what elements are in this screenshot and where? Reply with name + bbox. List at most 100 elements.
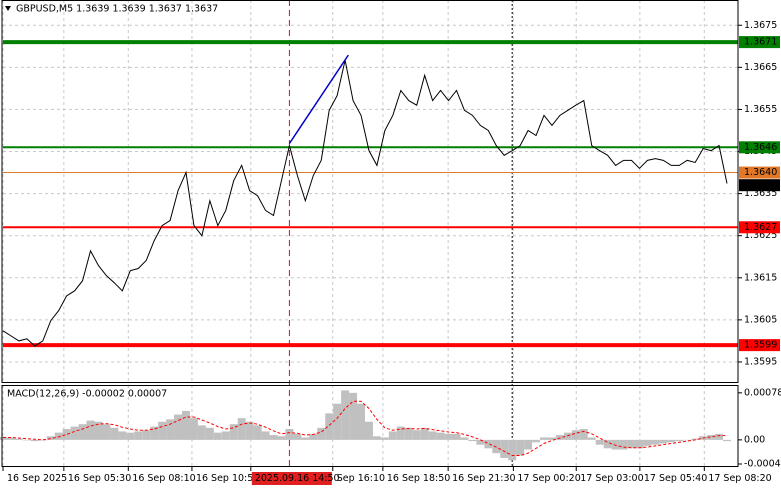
- macd-bar: [205, 427, 214, 440]
- macd-bar: [619, 439, 628, 450]
- y-tick-label: 1.3615: [744, 272, 777, 283]
- macd-bar: [285, 429, 294, 440]
- macd-bar: [46, 436, 55, 440]
- macd-bar: [62, 429, 71, 440]
- macd-bar: [468, 439, 477, 442]
- title-arrow: [5, 6, 11, 11]
- macd-bar: [261, 431, 270, 440]
- macd-bar: [118, 431, 127, 440]
- macd-bar: [365, 421, 373, 440]
- macd-bar: [317, 427, 326, 440]
- macd-bar: [30, 439, 39, 442]
- macd-bar: [86, 420, 95, 440]
- y-tick-label: 1.3635: [744, 188, 777, 199]
- macd-bar: [532, 439, 541, 443]
- macd-bar: [492, 439, 501, 454]
- panel-border: [1, 0, 739, 383]
- macd-bar: [245, 421, 254, 440]
- macd-bar: [460, 437, 469, 440]
- macd-bar: [110, 427, 119, 440]
- macd-bar: [277, 436, 286, 440]
- y-tick-label: 1.3625: [744, 230, 777, 241]
- x-tick-label: Sep 16:10: [337, 473, 385, 484]
- current-price-box: [739, 179, 780, 192]
- chart-title: GBPUSD,M5 1.3639 1.3639 1.3637 1.3637: [16, 4, 218, 15]
- macd-bar: [229, 424, 238, 440]
- x-tick-label: 16 Sep 08:10: [132, 473, 195, 484]
- macd-bar: [675, 439, 684, 442]
- macd-bar: [667, 439, 676, 443]
- price-line: [2, 60, 728, 347]
- macd-bar: [555, 435, 564, 440]
- macd-bar: [595, 439, 604, 445]
- macd-bar: [428, 431, 437, 440]
- x-tick-label: 16 Sep 05:30: [68, 473, 131, 484]
- macd-bar: [372, 436, 381, 440]
- x-tick-label: 16 Sep 10:50: [196, 473, 259, 484]
- level-box: [739, 166, 780, 179]
- macd-bar: [420, 427, 429, 440]
- macd-bar: [547, 437, 556, 440]
- macd-bar: [396, 426, 405, 440]
- macd-bar: [94, 421, 103, 440]
- macd-bar: [333, 403, 342, 440]
- macd-bar: [715, 433, 724, 440]
- macd-bar: [404, 427, 413, 440]
- macd-bar: [221, 431, 230, 440]
- y-tick-label: 1.3665: [744, 62, 777, 73]
- macd-bar: [707, 435, 716, 440]
- macd-bar: [253, 425, 262, 440]
- x-tick-highlight: [251, 472, 332, 485]
- macd-bar: [683, 439, 692, 441]
- macd-bar: [0, 436, 7, 440]
- y-tick-label: 1.3605: [744, 314, 777, 325]
- macd-bar: [388, 431, 397, 440]
- macd-bar: [269, 435, 278, 440]
- macd-bar: [611, 439, 620, 450]
- macd-bar: [102, 424, 111, 440]
- macd-bar: [540, 437, 548, 440]
- macd-bar: [38, 439, 47, 441]
- x-tick-label: 16 Sep 2025: [7, 473, 67, 484]
- signal-line: [3, 400, 727, 457]
- macd-bar: [150, 426, 159, 440]
- macd-bar: [571, 430, 580, 440]
- y-tick-label: 1.3675: [744, 20, 777, 31]
- macd-bar: [126, 432, 135, 440]
- level-box: [739, 141, 780, 154]
- macd-bar: [627, 439, 636, 449]
- level-box: [739, 221, 780, 234]
- macd-bar: [635, 439, 644, 449]
- x-tick-label: 16 Sep 21:30: [452, 473, 515, 484]
- macd-bar: [516, 439, 525, 456]
- macd-bar: [349, 392, 358, 440]
- macd-bar: [301, 437, 310, 440]
- macd-bar: [484, 439, 493, 449]
- indicator-title: MACD(12,26,9) -0.00002 0.00007: [7, 389, 167, 400]
- macd-bar: [237, 418, 246, 440]
- macd-bar: [134, 431, 143, 440]
- macd-bar: [476, 439, 485, 445]
- macd-bar: [524, 439, 533, 450]
- macd-bar: [182, 410, 190, 440]
- level-label: 1.3599: [744, 340, 777, 351]
- macd-bar: [452, 433, 461, 440]
- x-tick-label: 17 Sep 05:40: [644, 473, 707, 484]
- y-tick-label: 0.00: [744, 434, 765, 445]
- macd-bar: [6, 437, 15, 440]
- x-tick-label: 17 Sep 03:00: [580, 473, 643, 484]
- macd-bar: [587, 437, 596, 440]
- macd-bar: [500, 439, 509, 458]
- level-label: 1.3627: [744, 222, 777, 233]
- level-box: [739, 339, 780, 352]
- level-box: [739, 36, 780, 49]
- macd-bar: [651, 439, 660, 445]
- level-label: 1.3640: [744, 167, 777, 178]
- y-tick-label: 1.3595: [744, 356, 777, 367]
- current-price-label: 1.3637: [744, 180, 777, 191]
- macd-bar: [142, 430, 151, 440]
- macd-bar: [197, 425, 206, 440]
- x-tick-label: 16 Sep 18:50: [387, 473, 450, 484]
- macd-bar: [22, 439, 31, 441]
